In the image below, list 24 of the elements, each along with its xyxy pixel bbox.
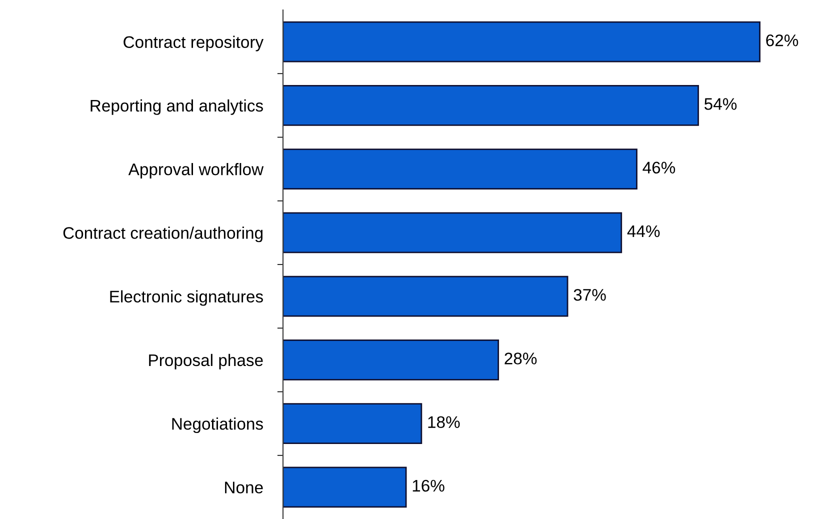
data-label: 44%: [627, 225, 660, 238]
y-tick-label: Contract repository: [124, 36, 264, 52]
bar: [283, 85, 699, 126]
data-label: 46%: [642, 162, 676, 174]
y-tick-label: None: [225, 482, 263, 494]
y-tick-label: Reporting and analytics: [90, 99, 263, 115]
bar: [283, 21, 760, 62]
y-tick-label: Contract creation/authoring: [63, 226, 262, 242]
data-label: 37%: [574, 288, 606, 301]
bar: [283, 212, 622, 254]
data-label: 54%: [704, 98, 737, 110]
bar: [283, 276, 568, 317]
y-tick-label: Proposal phase: [149, 354, 263, 370]
y-tick-label: Approval workflow: [128, 163, 264, 179]
data-label: 62%: [766, 34, 798, 46]
data-label: 18%: [428, 416, 460, 428]
data-label: 28%: [504, 352, 537, 364]
bar: [283, 466, 407, 508]
y-tick-label: Negotiations: [172, 418, 263, 434]
bar: [283, 403, 422, 444]
y-tick-label: Electronic signatures: [110, 290, 263, 306]
data-label: 16%: [412, 480, 444, 492]
bar: [283, 148, 638, 190]
bar: [283, 340, 500, 380]
